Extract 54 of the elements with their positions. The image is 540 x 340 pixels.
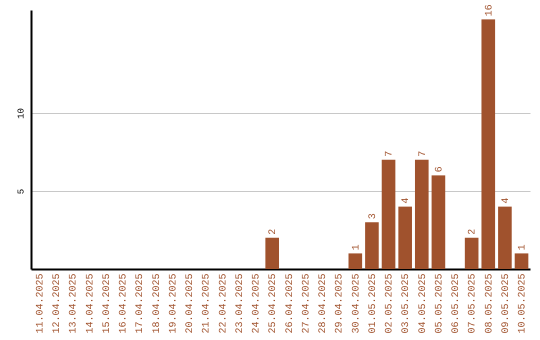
x-tick-label: 18.04.2025 — [152, 274, 163, 334]
x-tick-label: 21.04.2025 — [202, 274, 213, 334]
bar — [514, 253, 528, 269]
bar — [348, 253, 362, 269]
data-label: 7 — [418, 150, 429, 157]
bar — [265, 238, 280, 269]
data-label: 16 — [484, 4, 496, 16]
bar — [464, 238, 478, 269]
x-tick-label: 29.04.2025 — [334, 274, 346, 334]
x-tick-label: 02.05.2025 — [384, 274, 396, 334]
x-tick-label: 20.04.2025 — [185, 274, 196, 334]
x-tick-label: 16.04.2025 — [118, 274, 130, 334]
bar — [498, 206, 512, 269]
data-label: 1 — [518, 244, 529, 250]
x-tick-label: 06.05.2025 — [451, 274, 462, 334]
data-label: 2 — [268, 228, 280, 235]
data-label: 4 — [401, 198, 412, 204]
x-tick-label: 03.05.2025 — [401, 274, 412, 334]
data-label: 7 — [384, 150, 396, 157]
x-tick-label: 11.04.2025 — [35, 274, 46, 334]
x-tick-label: 23.04.2025 — [234, 274, 246, 334]
x-tick-label: 27.04.2025 — [301, 274, 312, 334]
data-label: 1 — [351, 244, 362, 250]
y-tick-label: 10 — [16, 108, 26, 119]
x-tick-label: 15.04.2025 — [102, 274, 113, 334]
x-tick-label: 10.05.2025 — [518, 274, 529, 334]
x-tick-label: 08.05.2025 — [484, 274, 496, 334]
x-tick-label: 01.05.2025 — [368, 274, 379, 334]
y-tick-label: 5 — [16, 188, 26, 194]
bar — [382, 160, 396, 269]
x-tick-label: 14.04.2025 — [85, 274, 96, 334]
data-label: 2 — [468, 228, 479, 235]
x-tick-label: 09.05.2025 — [500, 274, 512, 334]
x-tick-label: 17.04.2025 — [135, 274, 146, 334]
x-tick-label: 30.04.2025 — [351, 274, 362, 334]
x-tick-label: 07.05.2025 — [468, 274, 479, 334]
data-label: 3 — [368, 213, 379, 220]
x-tick-label: 05.05.2025 — [434, 274, 446, 334]
data-label: 6 — [434, 166, 446, 172]
x-tick-label: 04.05.2025 — [418, 274, 429, 334]
data-label: 4 — [500, 198, 512, 204]
x-tick-label: 13.04.2025 — [68, 274, 80, 334]
bar — [481, 19, 496, 269]
x-tick-label: 19.04.2025 — [168, 274, 180, 334]
x-tick-label: 24.04.2025 — [252, 274, 263, 334]
x-tick-label: 25.04.2025 — [268, 274, 280, 334]
bar — [365, 222, 379, 269]
x-tick-label: 22.04.2025 — [218, 274, 230, 334]
x-tick-label: 12.04.2025 — [52, 274, 64, 334]
x-tick-label: 26.04.2025 — [284, 274, 296, 334]
bar — [432, 175, 446, 269]
bar — [414, 160, 429, 269]
bar — [398, 206, 412, 269]
x-tick-label: 28.04.2025 — [318, 274, 330, 334]
